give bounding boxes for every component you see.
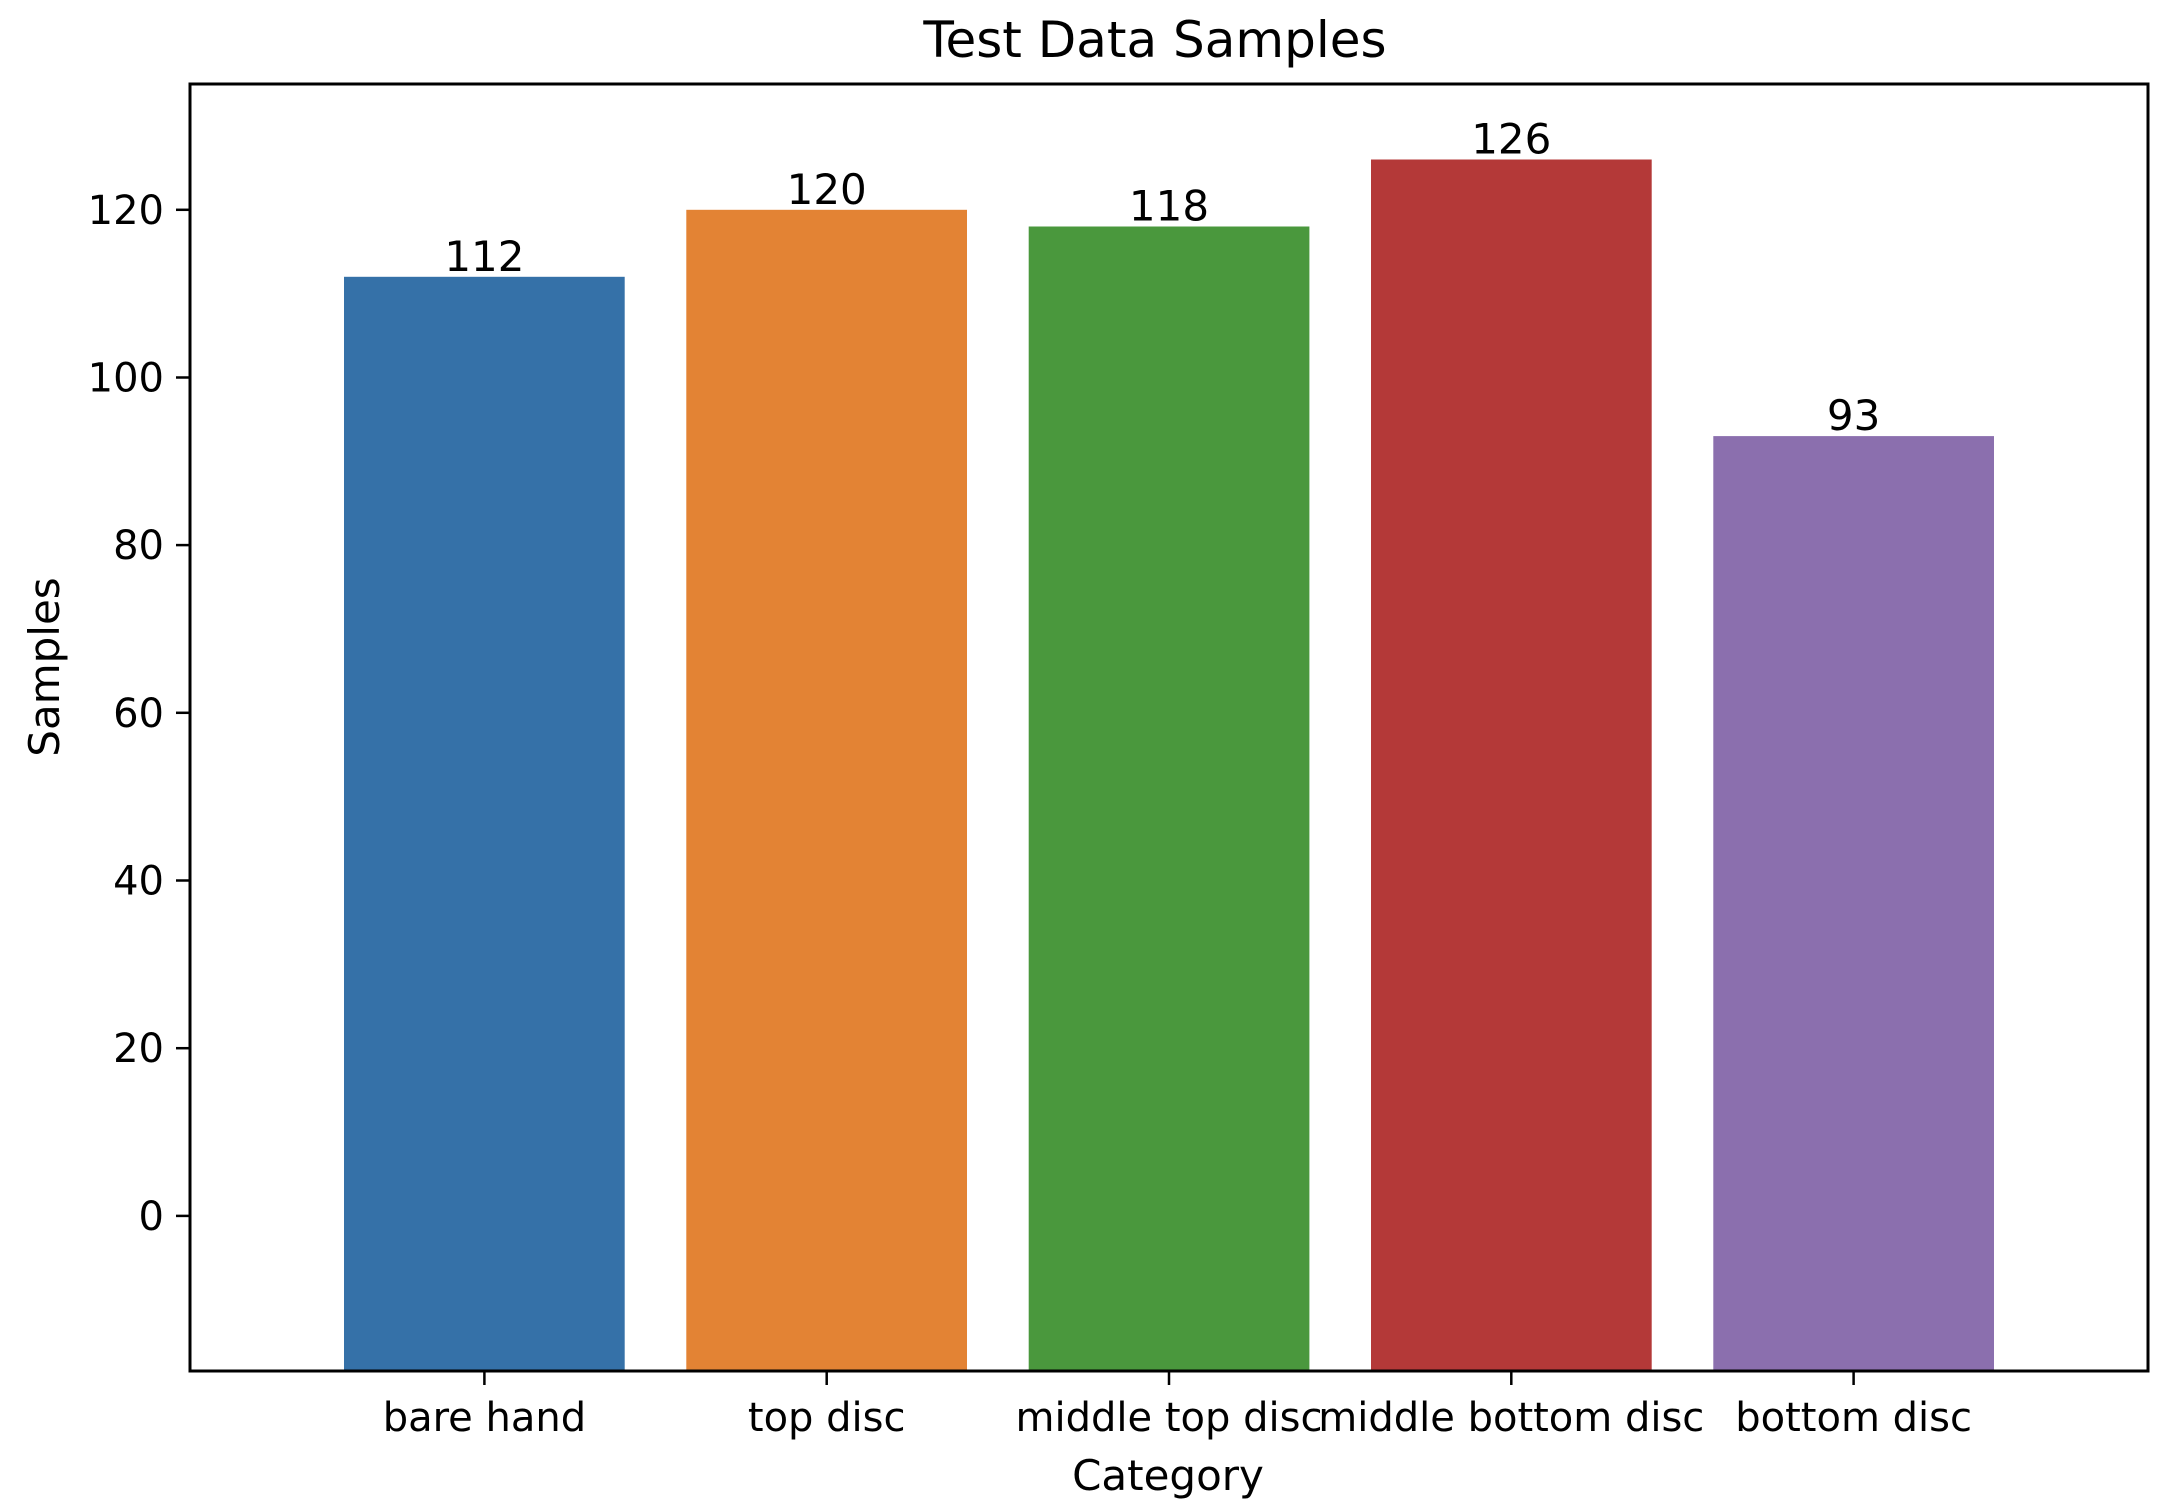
bar-3 <box>1371 159 1652 1371</box>
chart-title: Test Data Samples <box>922 11 1386 69</box>
y-tick-label: 100 <box>88 356 164 402</box>
bar-2 <box>1028 226 1310 1371</box>
y-tick-label: 20 <box>113 1026 164 1072</box>
y-tick-label: 40 <box>113 859 164 905</box>
x-tick-label: bottom disc <box>1735 1395 1972 1441</box>
bar-data-label: 112 <box>444 232 524 281</box>
x-axis-label: Category <box>1072 1451 1264 1500</box>
bar-0 <box>344 276 625 1371</box>
x-tick-label: bare hand <box>383 1395 586 1441</box>
bar-data-label: 120 <box>787 165 867 214</box>
y-tick-label: 60 <box>113 691 164 737</box>
y-tick-label: 80 <box>113 523 164 569</box>
labels-group: 112 bare hand 120 top disc 118 middle top dis… <box>88 115 1972 1442</box>
y-tick-label: 0 <box>139 1194 164 1240</box>
plot-frame <box>188 82 2150 1373</box>
y-axis-label: Samples <box>20 577 69 756</box>
bar-4 <box>1713 436 1994 1372</box>
y-tick-label: 120 <box>88 188 164 234</box>
bar-data-label: 126 <box>1471 115 1551 164</box>
bar-data-label: 93 <box>1827 391 1880 440</box>
ticks-group <box>176 208 1855 1385</box>
x-tick-label: middle bottom disc <box>1318 1395 1704 1441</box>
bars-group <box>344 159 1994 1372</box>
bar-1 <box>686 209 967 1371</box>
x-tick-label: middle top disc <box>1016 1395 1323 1441</box>
bar-data-label: 118 <box>1129 182 1209 231</box>
x-tick-label: top disc <box>748 1395 906 1441</box>
